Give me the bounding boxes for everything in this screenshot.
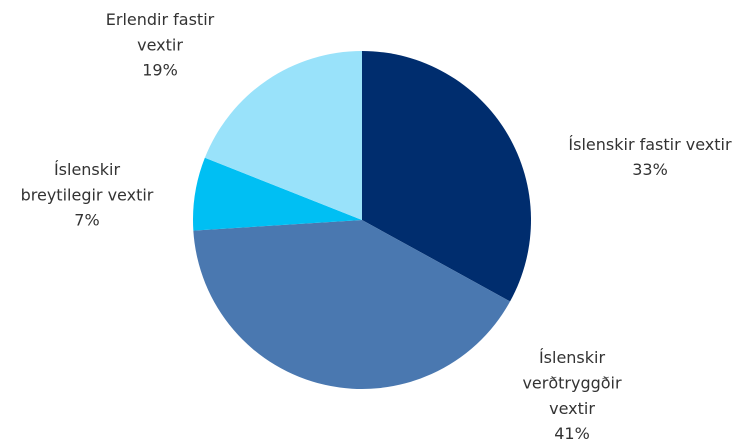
slice-label: Erlendir fastir vextir	[106, 10, 215, 55]
value-label: 41%	[554, 424, 590, 443]
label-line: breytilegir vextir	[21, 185, 154, 204]
slice-label: Íslenskir breytilegir vextir	[21, 160, 154, 205]
slice-label: Íslenskir verðtryggðir vextir	[522, 348, 622, 418]
pie-slice	[204, 51, 362, 220]
label-line: vextir	[549, 399, 595, 418]
label-line: Erlendir fastir	[106, 10, 215, 29]
label-line: vextir	[137, 35, 183, 54]
value-label: 7%	[74, 211, 99, 230]
label-line: Íslenskir	[539, 348, 606, 367]
label-line: Íslenskir fastir vextir	[568, 135, 732, 154]
label-line: verðtryggðir	[522, 373, 622, 392]
label-line: Íslenskir	[54, 160, 121, 179]
value-label: 33%	[632, 160, 668, 179]
value-label: 19%	[142, 61, 178, 80]
pie-slice	[362, 51, 531, 302]
slice-label: Íslenskir fastir vextir	[568, 135, 732, 154]
pie-slice	[193, 220, 511, 389]
pie-slice	[193, 157, 362, 231]
